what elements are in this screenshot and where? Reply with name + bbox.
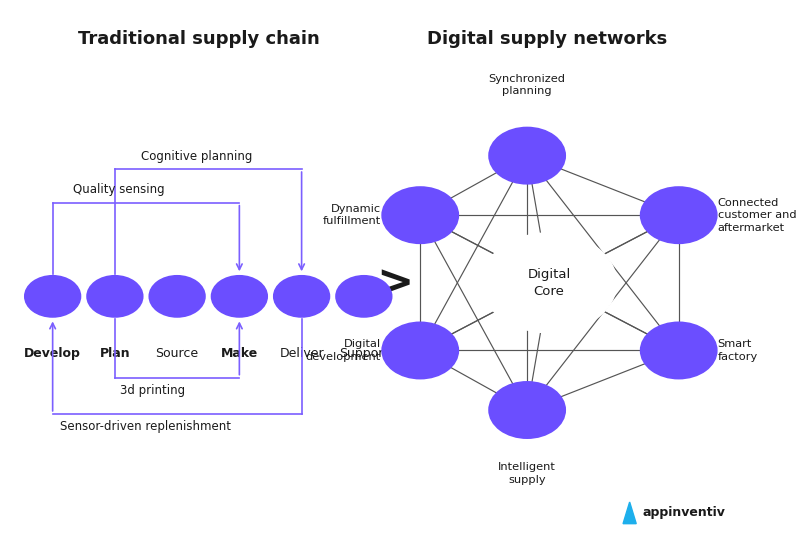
Text: Digital supply networks: Digital supply networks <box>426 30 667 48</box>
Circle shape <box>489 127 566 184</box>
Text: Support: Support <box>339 347 389 360</box>
Circle shape <box>482 233 617 332</box>
Circle shape <box>150 276 205 317</box>
Polygon shape <box>623 502 636 524</box>
Text: Quality sensing: Quality sensing <box>73 183 165 196</box>
Circle shape <box>489 382 566 438</box>
Circle shape <box>382 187 458 243</box>
Circle shape <box>274 276 330 317</box>
Text: Plan: Plan <box>99 347 130 360</box>
Circle shape <box>641 323 717 379</box>
Text: Connected
customer and
aftermarket: Connected customer and aftermarket <box>718 198 796 233</box>
Text: Deliver: Deliver <box>279 347 324 360</box>
Circle shape <box>211 276 267 317</box>
Circle shape <box>25 276 81 317</box>
Circle shape <box>641 187 717 243</box>
Text: Smart
factory: Smart factory <box>718 339 758 362</box>
Text: Develop: Develop <box>24 347 81 360</box>
Text: Intelligent
supply: Intelligent supply <box>498 462 556 485</box>
Text: Synchronized
planning: Synchronized planning <box>489 74 566 96</box>
Text: Cognitive planning: Cognitive planning <box>141 150 252 163</box>
Circle shape <box>336 276 392 317</box>
Circle shape <box>87 276 142 317</box>
Text: Digital
development: Digital development <box>306 339 381 362</box>
Text: Digital
Core: Digital Core <box>527 268 570 298</box>
Text: appinventiv: appinventiv <box>643 506 726 520</box>
Text: >: > <box>377 262 414 305</box>
Text: Dynamic
fulfillment: Dynamic fulfillment <box>322 204 381 226</box>
Circle shape <box>382 323 458 379</box>
Text: 3d printing: 3d printing <box>120 384 185 397</box>
Text: Source: Source <box>155 347 198 360</box>
Text: Make: Make <box>221 347 258 360</box>
Text: Sensor-driven replenishment: Sensor-driven replenishment <box>60 421 231 433</box>
Text: Traditional supply chain: Traditional supply chain <box>78 30 320 48</box>
